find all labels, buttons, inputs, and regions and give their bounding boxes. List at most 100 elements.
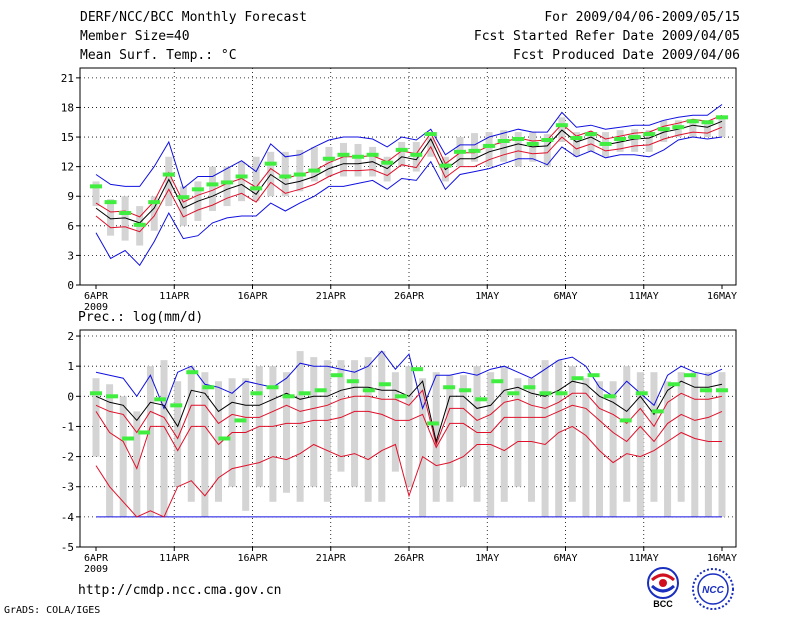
- ensemble-box: [92, 378, 100, 457]
- observed-marker: [683, 373, 696, 378]
- ensemble-box: [718, 372, 726, 517]
- ensemble-box: [119, 396, 127, 517]
- lower-line: [95, 126, 723, 233]
- observed-marker: [133, 222, 146, 227]
- observed-marker: [279, 174, 292, 179]
- y-tick-label: 15: [61, 131, 74, 144]
- x-tick-label: 11MAY: [629, 553, 659, 564]
- lower-line: [95, 404, 723, 470]
- ensemble-box: [485, 132, 493, 167]
- observed-marker: [218, 436, 231, 441]
- ensemble-box: [238, 161, 246, 202]
- chart-title: DERF/NCC/BCC Monthly Forecast: [80, 10, 307, 25]
- max-line: [95, 350, 723, 410]
- ensemble-box: [650, 372, 658, 502]
- observed-marker: [293, 172, 306, 177]
- ensemble-box: [473, 366, 481, 502]
- ensemble-box: [354, 143, 362, 177]
- observed-marker: [475, 397, 488, 402]
- ensemble-box: [179, 186, 187, 226]
- forecast-period: For 2009/04/06-2009/05/15: [544, 10, 740, 25]
- ensemble-box: [310, 357, 318, 487]
- ensemble-box: [296, 149, 304, 192]
- ensemble-box: [310, 146, 318, 182]
- ensemble-box: [364, 357, 372, 502]
- x-tick-label: 1MAY: [475, 291, 499, 302]
- ensemble-box: [214, 381, 222, 502]
- observed-marker: [555, 391, 568, 396]
- observed-marker: [667, 382, 680, 387]
- ensemble-box: [664, 381, 672, 517]
- ensemble-box: [609, 381, 617, 517]
- observed-marker: [657, 127, 670, 132]
- ensemble-box: [174, 381, 182, 487]
- observed-marker: [362, 388, 375, 393]
- observed-marker: [571, 376, 584, 381]
- ensemble-box: [337, 360, 345, 472]
- y-tick-label: 3: [67, 249, 74, 262]
- observed-marker: [235, 174, 248, 179]
- observed-marker: [507, 391, 520, 396]
- precip-label: Prec.: log(mm/d): [78, 310, 204, 325]
- ensemble-box: [500, 130, 508, 162]
- x-tick-label: 26APR: [394, 291, 425, 302]
- plot-frame: [79, 67, 737, 286]
- min-line: [95, 425, 722, 518]
- x-year-label: 2009: [84, 302, 108, 313]
- ensemble-box: [568, 366, 576, 502]
- observed-marker: [264, 161, 277, 166]
- member-size: Member Size=40: [80, 29, 190, 44]
- observed-marker: [250, 186, 263, 191]
- y-tick-label: 2: [67, 330, 74, 343]
- x-tick-label: 16APR: [237, 553, 268, 564]
- observed-marker: [352, 154, 365, 159]
- ensemble-box: [704, 372, 712, 517]
- ensemble-box: [636, 372, 644, 517]
- observed-marker: [651, 409, 664, 414]
- ensemble-box: [572, 132, 580, 157]
- observed-marker: [468, 148, 481, 153]
- ensemble-box: [541, 360, 549, 517]
- ensemble-mean-line: [95, 120, 723, 224]
- observed-marker: [443, 385, 456, 390]
- x-tick-label: 11APR: [159, 553, 190, 564]
- y-tick-label: 18: [61, 101, 74, 114]
- observed-marker: [191, 187, 204, 192]
- observed-marker: [603, 394, 616, 399]
- observed-marker: [643, 132, 656, 137]
- observed-marker: [266, 385, 279, 390]
- ensemble-box: [527, 378, 535, 502]
- ensemble-box: [223, 166, 231, 207]
- observed-marker: [394, 394, 407, 399]
- observed-marker: [411, 367, 424, 372]
- observed-marker: [699, 388, 712, 393]
- upper-line: [95, 114, 723, 218]
- ensemble-box: [459, 375, 467, 487]
- observed-marker: [202, 385, 215, 390]
- grads-credit: GrADS: COLA/IGES: [4, 605, 101, 616]
- observed-marker: [686, 119, 699, 124]
- observed-marker: [395, 147, 408, 152]
- ensemble-box: [242, 378, 250, 511]
- observed-marker: [439, 163, 452, 168]
- forecast-start-date: Fcst Started Refer Date 2009/04/05: [473, 29, 740, 44]
- x-tick-label: 16APR: [237, 291, 268, 302]
- ensemble-box: [718, 117, 726, 138]
- ensemble-box: [587, 132, 595, 152]
- observed-marker: [453, 149, 466, 154]
- x-year-label: 2009: [84, 564, 108, 575]
- ensemble-box: [703, 122, 711, 138]
- observed-marker: [410, 152, 423, 157]
- bcc-logo: BCC: [640, 566, 686, 614]
- x-tick-label: 21APR: [316, 553, 347, 564]
- ensemble-box: [323, 360, 331, 502]
- ensemble-box: [471, 133, 479, 162]
- source-url[interactable]: http://cmdp.ncc.cma.gov.cn: [78, 583, 282, 598]
- observed-marker: [716, 388, 728, 393]
- x-tick-label: 1MAY: [475, 553, 499, 564]
- observed-marker: [177, 195, 190, 200]
- ensemble-box: [106, 384, 114, 517]
- observed-marker: [122, 436, 135, 441]
- ensemble-box: [150, 196, 158, 231]
